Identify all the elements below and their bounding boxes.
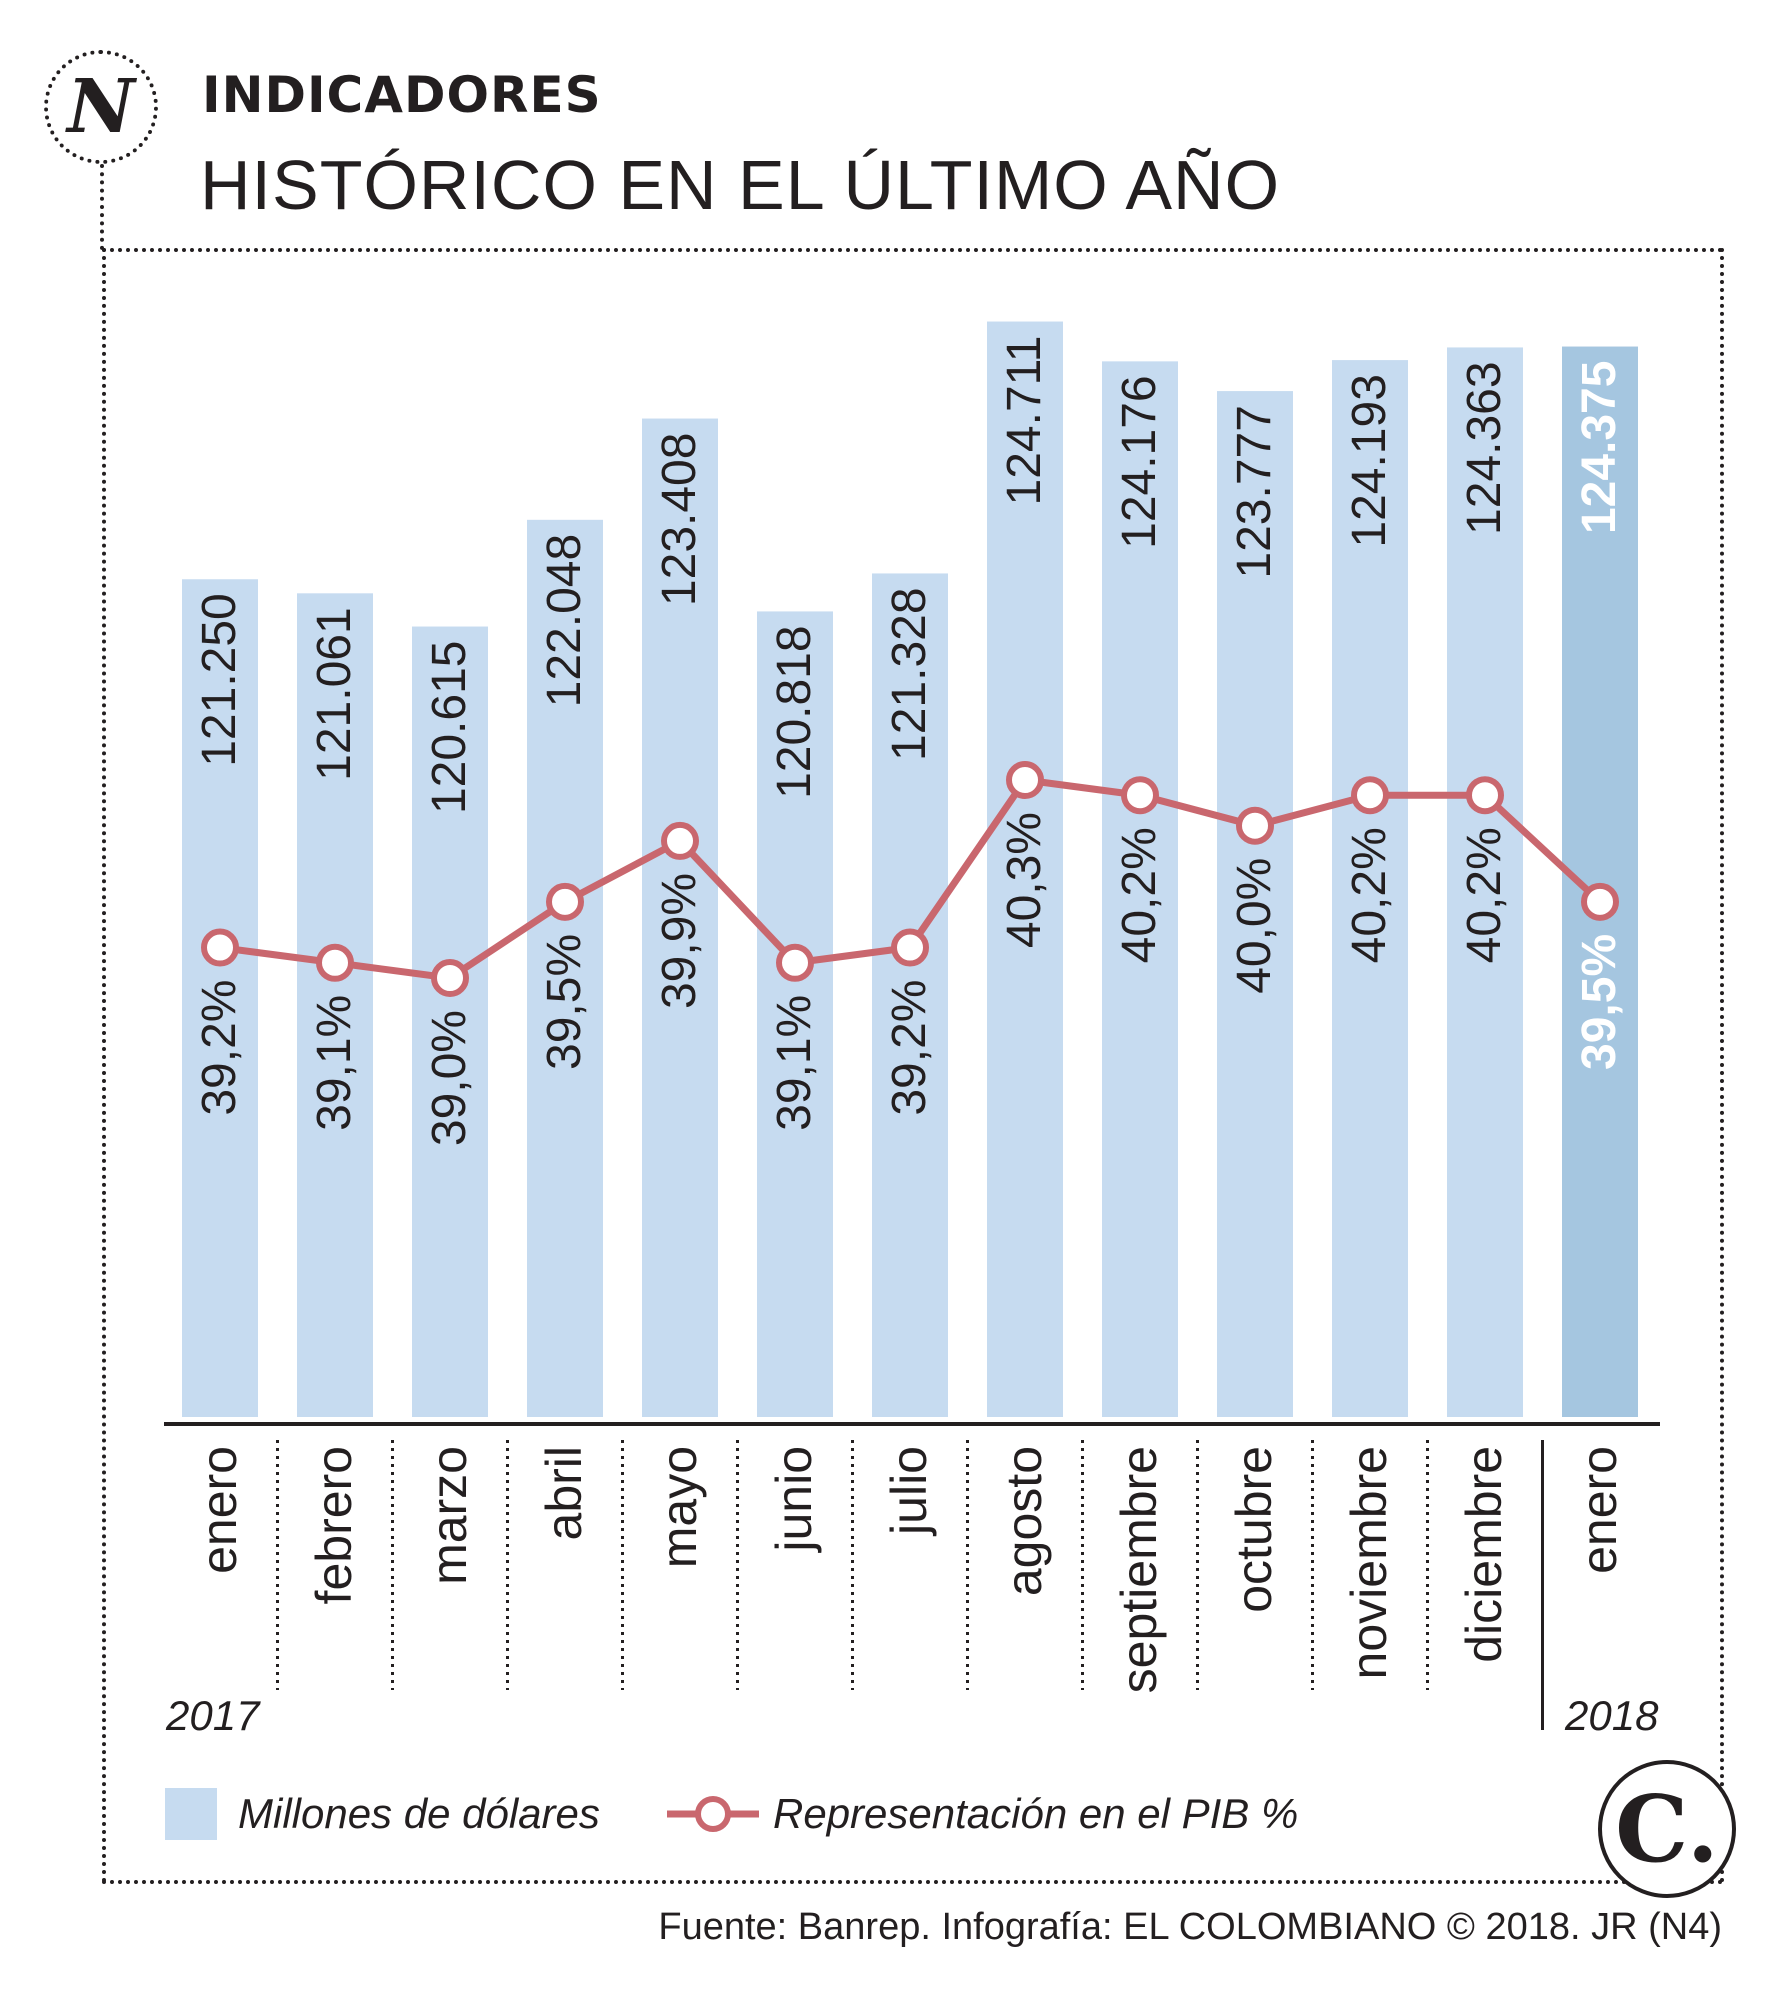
pib-percent-label: 39,9%	[653, 873, 706, 1009]
month-label: septiembre	[1111, 1446, 1167, 1693]
pib-point	[661, 821, 699, 860]
pib-percent-label: 39,1%	[308, 995, 361, 1131]
legend-line-swatch	[667, 1796, 759, 1832]
bar	[872, 573, 948, 1417]
pib-point	[776, 943, 814, 982]
pib-point	[891, 928, 929, 967]
chart-title: HISTÓRICO EN EL ÚLTIMO AÑO	[200, 146, 1281, 224]
bar-value-label: 121.328	[883, 587, 936, 761]
bar	[412, 626, 488, 1417]
year-label-end: 2018	[1564, 1692, 1659, 1739]
bar	[1332, 360, 1408, 1417]
el-colombiano-c-logo: C.	[1598, 1760, 1736, 1898]
source-credit: Fuente: Banrep. Infografía: EL COLOMBIAN…	[658, 1906, 1722, 1948]
bar-value-label: 124.363	[1458, 361, 1511, 535]
month-label: enero	[191, 1446, 247, 1574]
bar-value-label: 124.711	[998, 336, 1051, 506]
pib-point	[316, 943, 354, 982]
bar	[1217, 391, 1293, 1417]
legend-bars-swatch	[165, 1788, 217, 1840]
el-colombiano-n-logo: N	[44, 50, 158, 164]
pib-point	[201, 928, 239, 967]
pib-percent-label: 39,1%	[768, 995, 821, 1131]
pib-point	[431, 959, 469, 997]
bar-value-label: 122.048	[538, 534, 591, 708]
dotted-connector	[100, 164, 104, 250]
pib-percent-label: 39,0%	[423, 1010, 476, 1146]
month-label: noviembre	[1341, 1446, 1397, 1679]
pib-percent-label: 40,2%	[1343, 827, 1396, 963]
pib-percent-label: 40,2%	[1458, 827, 1511, 963]
pib-point	[1581, 882, 1619, 921]
pib-percent-label: 40,0%	[1228, 858, 1281, 994]
month-label: julio	[881, 1446, 937, 1537]
bar-value-label: 123.408	[653, 433, 706, 607]
pib-point	[1466, 776, 1504, 815]
month-label: mayo	[651, 1446, 707, 1568]
pib-percent-label: 39,5%	[538, 934, 591, 1070]
legend-line-label: Representación en el PIB %	[773, 1790, 1299, 1837]
month-label: diciembre	[1456, 1446, 1512, 1663]
chart-frame	[102, 248, 1724, 1884]
section-kicker: INDICADORES	[202, 66, 602, 124]
bar-value-label: 123.777	[1228, 405, 1281, 579]
bar-value-label: 124.193	[1343, 374, 1396, 548]
bar	[987, 321, 1063, 1417]
pib-percent-label: 39,5%	[1573, 934, 1626, 1070]
pib-percent-label: 40,2%	[1113, 827, 1166, 963]
month-label: agosto	[996, 1446, 1052, 1596]
pib-point	[1351, 776, 1389, 815]
bar	[642, 418, 718, 1418]
bar-value-label: 124.375	[1573, 361, 1626, 535]
bar	[527, 519, 603, 1417]
pib-point	[1006, 761, 1044, 799]
pib-percent-label: 39,2%	[883, 980, 936, 1116]
month-label: octubre	[1226, 1446, 1282, 1613]
pib-percent-label: 40,3%	[998, 812, 1051, 948]
month-label: enero	[1571, 1446, 1627, 1574]
bar-value-label: 124.176	[1113, 375, 1166, 549]
bar	[182, 579, 258, 1417]
bar-value-label: 121.250	[193, 593, 246, 767]
month-label: marzo	[421, 1446, 477, 1585]
month-label: abril	[536, 1446, 592, 1540]
bar	[1102, 361, 1178, 1417]
month-label: febrero	[306, 1446, 362, 1604]
pib-point	[546, 882, 584, 921]
pib-point	[1236, 806, 1274, 845]
bar-line-chart: 121.250 121.061 120.615 122.048 123.408 120.8…	[164, 321, 1660, 1739]
legend-bars-label: Millones de dólares	[238, 1790, 600, 1837]
pib-point	[1121, 776, 1159, 815]
bar	[1447, 347, 1523, 1417]
bar-value-label: 120.615	[423, 641, 476, 815]
bar	[297, 593, 373, 1417]
bar	[757, 611, 833, 1417]
year-label-start: 2017	[165, 1692, 261, 1739]
bar-value-label: 120.818	[768, 625, 821, 799]
pib-percent-label: 39,2%	[193, 980, 246, 1116]
month-label: junio	[766, 1446, 822, 1554]
bar-value-label: 121.061	[308, 607, 361, 781]
